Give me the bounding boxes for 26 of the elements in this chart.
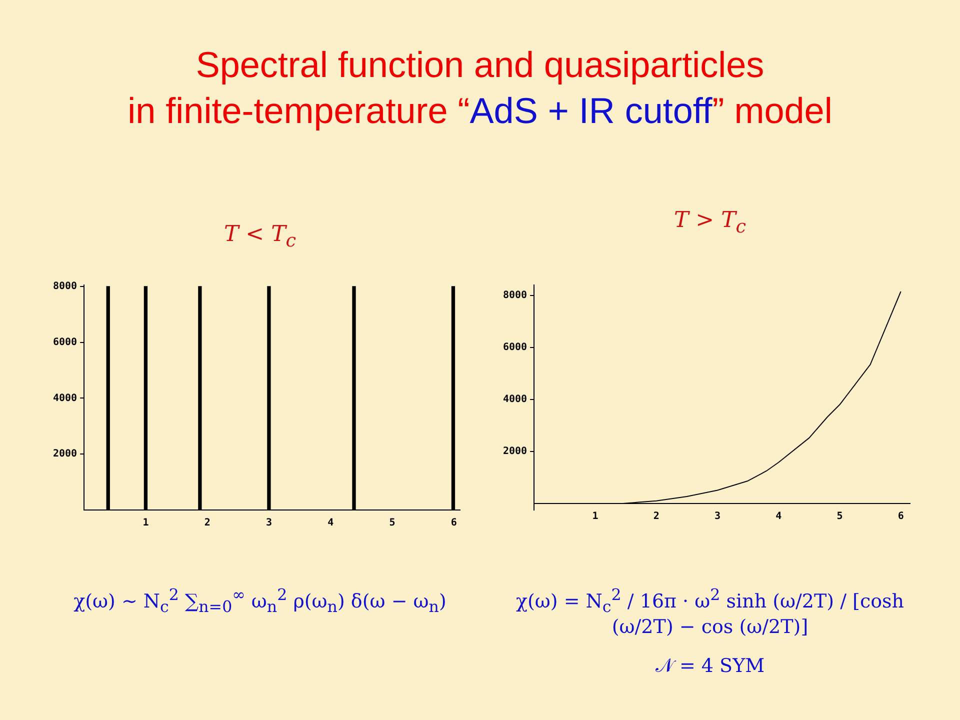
y-tick-label: 2000: [52, 448, 78, 460]
x-tick-label: 5: [836, 511, 843, 522]
x-tick-label: 2: [653, 511, 660, 522]
x-tick-label: 1: [592, 511, 598, 522]
y-tick-label: 2000: [502, 446, 528, 458]
y-tick-label: 4000: [52, 392, 78, 404]
x-tick-label: 4: [776, 511, 782, 522]
chart-title: Spectral function and quasiparticles in finite-temperature “AdS + IR cutoff” model: [128, 44, 832, 131]
x-tick-label: 2: [204, 518, 210, 529]
x-tick-label: 6: [898, 511, 904, 522]
x-tick-label: 3: [714, 511, 720, 522]
y-tick-label: 6000: [502, 342, 528, 354]
y-tick-label: 4000: [502, 394, 528, 406]
x-tick-label: 6: [450, 518, 457, 529]
text: χ(ω) = N$_{c}$$^{2}$ / 16π · ω$^{2}$ sinh (ω/2T) / [cosh (ω/2T) − cos (ω/2T)]: [514, 585, 906, 638]
y-tick-label: 8000: [502, 290, 528, 301]
text: χ(ω) ∼ N$_{c}$$^{2}$ ∑$_{n=0}$$^{∞}$ ω$_{n}$$^{2}$ ρ(ω$_{n}$) δ(ω − ω$_{n}$): [74, 585, 446, 616]
x-tick-label: 5: [389, 518, 396, 529]
x-tick-label: 4: [328, 518, 334, 529]
chart-subtitle: T > T$_{c}$: [672, 208, 748, 238]
y-tick-label: 8000: [52, 280, 78, 292]
chart-subtitle: T < T$_{c}$: [222, 222, 298, 252]
text: 𝒩 = 4 SYM: [654, 655, 766, 677]
y-tick-label: 6000: [52, 336, 78, 348]
x-tick-label: 1: [142, 518, 149, 529]
x-tick-label: 3: [266, 518, 272, 529]
